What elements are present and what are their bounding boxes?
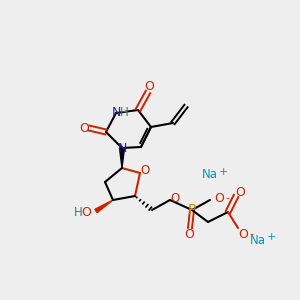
Text: N: N — [117, 142, 127, 154]
Text: +: + — [266, 232, 276, 242]
Text: H: H — [74, 206, 82, 218]
Text: O: O — [235, 185, 245, 199]
Text: -: - — [225, 193, 229, 203]
Text: H: H — [120, 106, 128, 118]
Text: -: - — [249, 229, 253, 239]
Text: N: N — [111, 106, 121, 118]
Polygon shape — [95, 200, 113, 213]
Text: O: O — [144, 80, 154, 94]
Text: O: O — [170, 191, 180, 205]
Text: O: O — [214, 191, 224, 205]
Text: P: P — [188, 203, 196, 217]
Text: Na: Na — [250, 233, 266, 247]
Text: O: O — [140, 164, 150, 176]
Polygon shape — [119, 148, 124, 168]
Text: +: + — [218, 167, 228, 177]
Text: O: O — [184, 229, 194, 242]
Text: O: O — [238, 227, 248, 241]
Text: O: O — [79, 122, 89, 134]
Text: O: O — [81, 206, 91, 218]
Text: Na: Na — [202, 169, 218, 182]
